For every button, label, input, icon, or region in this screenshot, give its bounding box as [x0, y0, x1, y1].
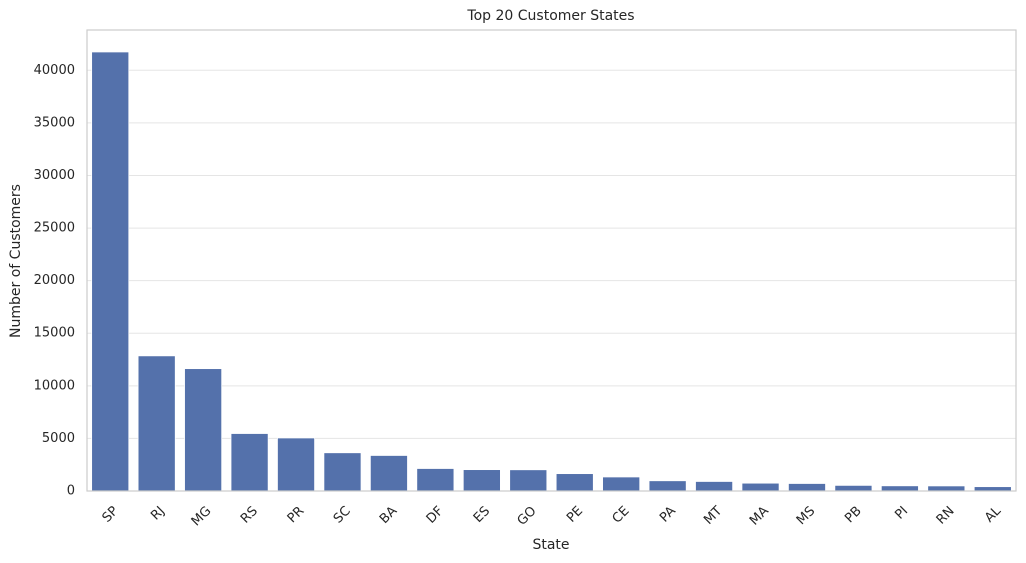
bar — [323, 452, 362, 492]
x-tick-label: SC — [331, 504, 354, 527]
bar — [184, 368, 223, 492]
x-tick-label: MA — [747, 504, 772, 529]
x-tick-label: PR — [285, 504, 308, 527]
x-tick-label: RN — [934, 504, 958, 528]
x-tick-label: PB — [842, 504, 864, 526]
x-tick-label: MG — [189, 504, 215, 530]
y-tick-label: 40000 — [34, 63, 75, 78]
y-tick-label: 20000 — [34, 273, 75, 288]
x-tick-label: PE — [564, 504, 586, 526]
x-tick-label: PA — [657, 504, 679, 526]
bar — [973, 486, 1012, 492]
chart-title: Top 20 Customer States — [466, 8, 634, 24]
y-tick-label: 35000 — [34, 115, 75, 130]
x-tick-label: RJ — [148, 504, 168, 524]
x-tick-label: MS — [794, 504, 818, 528]
bar — [369, 455, 408, 492]
bar — [741, 482, 780, 492]
bar — [648, 480, 687, 492]
bar — [834, 484, 873, 492]
y-tick-label: 15000 — [34, 326, 75, 341]
plot-frame — [86, 29, 1017, 492]
bar — [787, 483, 826, 492]
y-tick-label: 25000 — [34, 221, 75, 236]
y-tick-label: 0 — [67, 484, 75, 499]
bar — [509, 469, 548, 492]
y-tick-label: 5000 — [42, 431, 75, 446]
bar — [555, 473, 594, 492]
x-tick-label: CE — [610, 504, 633, 527]
bar — [230, 433, 269, 492]
bar — [462, 469, 501, 492]
bar — [695, 481, 734, 492]
bar — [91, 51, 130, 492]
bar — [927, 485, 966, 492]
bar — [416, 468, 455, 492]
bar — [277, 437, 316, 492]
x-tick-label: DF — [424, 504, 447, 527]
bar — [137, 355, 176, 492]
x-tick-label: AL — [982, 503, 1005, 526]
bar — [880, 485, 919, 492]
bar — [602, 476, 641, 492]
x-tick-label: SP — [100, 504, 122, 526]
x-tick-label: BA — [377, 504, 400, 527]
x-tick-label: GO — [515, 504, 540, 529]
y-tick-label: 10000 — [34, 378, 75, 393]
y-axis-label: Number of Customers — [8, 184, 24, 338]
y-tick-label: 30000 — [34, 168, 75, 183]
x-tick-label: RS — [238, 504, 261, 527]
x-tick-label: PI — [892, 504, 911, 523]
x-tick-label: MT — [701, 504, 725, 528]
x-axis-label: State — [532, 537, 569, 553]
x-tick-label: ES — [471, 504, 493, 526]
